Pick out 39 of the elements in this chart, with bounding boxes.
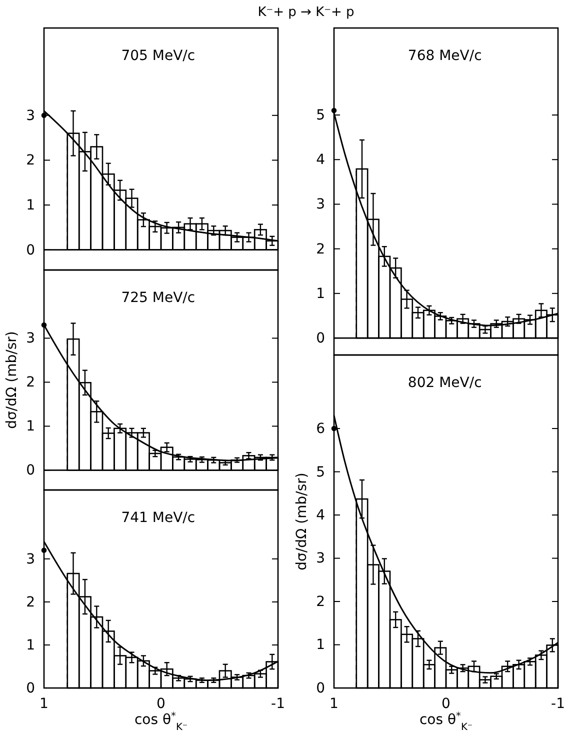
- x-tick-label: 1: [40, 696, 48, 712]
- y-tick-label: 3: [316, 550, 325, 567]
- y-tick-label: 1: [316, 286, 325, 302]
- x-tick-label: 1: [330, 696, 338, 712]
- text: K⁻+ p → K⁻+ p: [258, 5, 354, 20]
- y-tick-label: 0: [26, 680, 35, 696]
- y-tick-label: 3: [26, 330, 35, 347]
- y-tick-label: 2: [26, 594, 35, 610]
- y-tick-label: 6: [316, 421, 326, 437]
- y-tick-label: 1: [26, 637, 35, 654]
- y-tick-label: 0: [26, 242, 35, 258]
- y-tick-label: 2: [316, 594, 325, 610]
- y-tick-label: 2: [316, 241, 325, 258]
- y-tick-label: 3: [26, 551, 35, 568]
- y-tick-label: 1: [26, 418, 35, 435]
- y-tick-label: 5: [316, 107, 325, 124]
- y-tick-label: 4: [316, 507, 326, 524]
- text: 741 MeV/c: [121, 510, 196, 526]
- x-tick-label: 0: [442, 696, 450, 712]
- y-tick-label: 1: [26, 198, 35, 214]
- text: 705 MeV/c: [121, 48, 196, 64]
- y-tick-label: 0: [316, 680, 325, 696]
- text: 768 MeV/c: [408, 48, 482, 64]
- y-tick-label: 2: [26, 374, 35, 391]
- y-tick-label: 3: [316, 196, 325, 213]
- x-tick-label: -1: [271, 696, 285, 712]
- y-tick-label: 1: [316, 637, 325, 654]
- y-tick-label: 2: [26, 152, 35, 169]
- x-tick-label: 0: [156, 696, 166, 712]
- y-tick-label: 0: [316, 330, 325, 347]
- y-tick-label: 0: [26, 462, 35, 479]
- y-tick-label: 5: [316, 464, 325, 480]
- text: 802 MeV/c: [408, 375, 482, 391]
- x-tick-label: -1: [551, 696, 565, 712]
- y-tick-label: 4: [316, 152, 326, 168]
- text: 725 MeV/c: [121, 290, 196, 306]
- y-axis-title: dσ/dΩ (mb/sr): [294, 472, 310, 570]
- y-tick-label: 3: [26, 108, 35, 124]
- y-axis-title: dσ/dΩ (mb/sr): [4, 331, 20, 429]
